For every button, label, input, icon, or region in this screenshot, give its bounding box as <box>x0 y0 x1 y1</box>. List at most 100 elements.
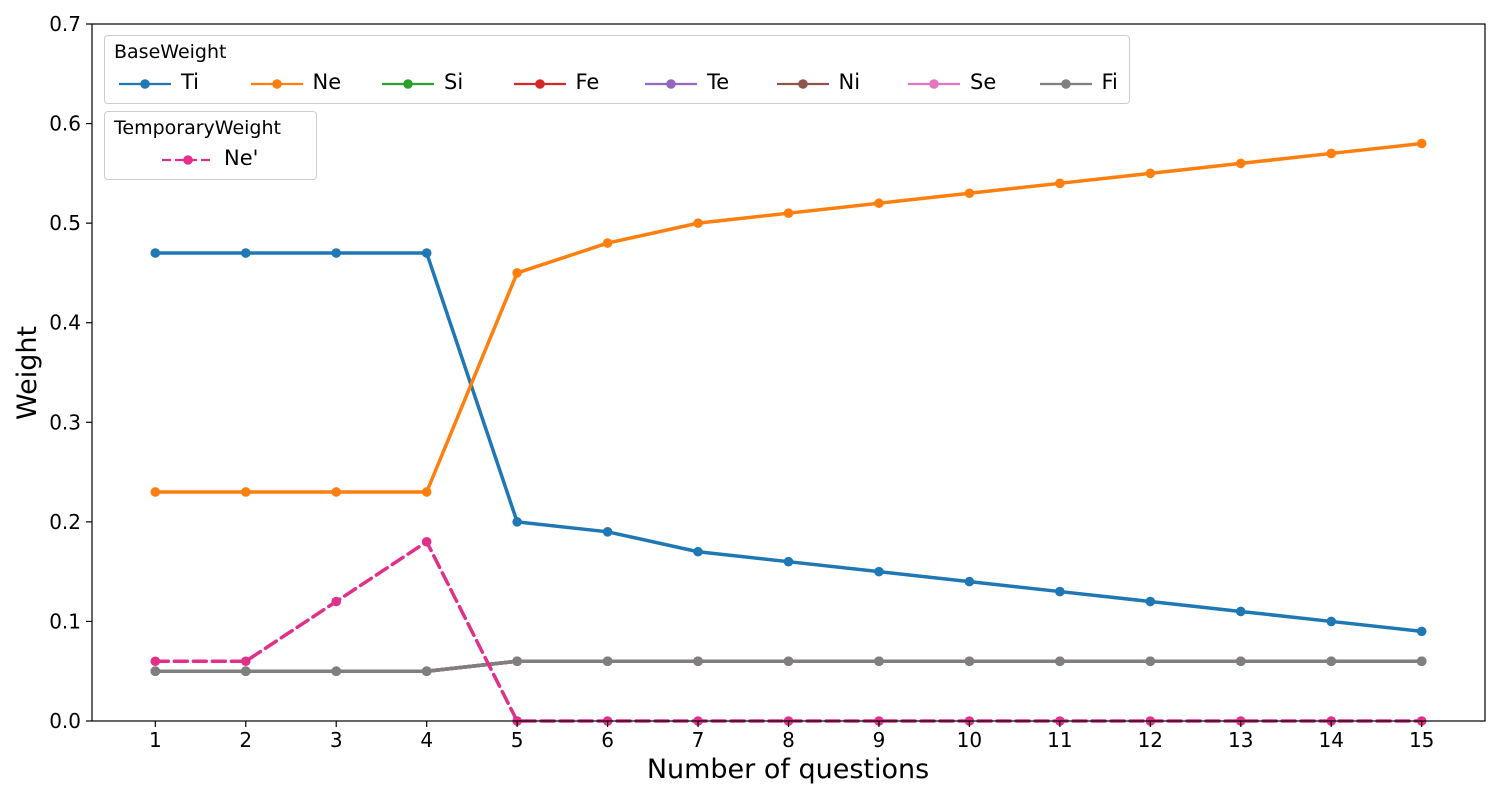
series-ti <box>150 248 1427 637</box>
legend-label-fi: Fi <box>1101 70 1118 94</box>
legend-swatch-ni <box>776 79 829 89</box>
x-tick-label: 14 <box>1319 728 1344 752</box>
x-tick-label: 8 <box>782 728 795 752</box>
series-ne <box>150 138 1427 497</box>
y-tick-label: 0.7 <box>49 12 81 36</box>
x-axis-ticks: 1 2 3 4 5 6 7 8 9 10 11 12 13 14 15 <box>149 721 1434 752</box>
x-tick-label: 2 <box>239 728 252 752</box>
y-tick-label: 0.6 <box>49 112 81 136</box>
data-point-fi <box>602 656 613 667</box>
y-tick-label: 0.2 <box>49 510 81 534</box>
x-tick-label: 1 <box>149 728 162 752</box>
data-point-ne <box>150 487 161 497</box>
legend-label-ni: Ni <box>838 70 861 94</box>
data-point-ne <box>1235 158 1246 169</box>
legend-swatch-te <box>645 79 697 89</box>
legend-swatch-ne <box>250 79 303 89</box>
legend-swatch-ti <box>119 79 171 89</box>
series-line-ne <box>153 141 1424 494</box>
data-point-ti <box>512 517 522 527</box>
x-tick-label: 5 <box>511 728 524 752</box>
x-tick-label: 11 <box>1047 728 1072 752</box>
legend-swatch-fe <box>513 79 566 89</box>
legend-label-si: Si <box>444 70 464 94</box>
legend-baseweight: BaseWeight Ti Ne Si Fe Te Ni Se Fi <box>104 35 1130 104</box>
y-tick-label: 0.3 <box>49 410 81 434</box>
data-point-ti <box>1055 586 1065 597</box>
x-tick-label: 15 <box>1409 728 1434 752</box>
legend-label-se: Se <box>970 70 997 94</box>
data-point-ne <box>1145 168 1156 179</box>
data-point-ne <box>964 188 975 199</box>
data-point-ne-prime <box>421 536 432 547</box>
legend-swatch-ne-prime <box>162 155 214 165</box>
data-point-fi <box>1326 656 1337 667</box>
data-point-ne <box>693 218 703 228</box>
legend-swatch-se <box>908 79 960 89</box>
x-tick-label: 10 <box>957 728 982 752</box>
data-point-ne <box>512 268 522 278</box>
data-point-fi <box>331 666 342 677</box>
series-line-ne-prime <box>153 540 1424 723</box>
y-tick-label: 0.1 <box>49 609 81 633</box>
data-point-ne <box>1416 138 1427 149</box>
data-point-ti <box>602 527 613 537</box>
data-point-ne <box>1055 178 1065 189</box>
data-point-fi <box>964 656 975 667</box>
data-point-ne-prime <box>150 656 161 667</box>
data-point-ne <box>602 238 613 248</box>
data-point-ti <box>1145 596 1156 607</box>
data-point-ne <box>783 208 794 218</box>
x-tick-label: 13 <box>1228 728 1253 752</box>
y-tick-label: 0.4 <box>49 311 81 335</box>
data-point-fi <box>874 656 884 667</box>
data-point-ne <box>1326 148 1337 159</box>
data-point-fi <box>783 656 794 667</box>
data-point-ti <box>150 248 161 258</box>
data-point-fi <box>1416 656 1427 667</box>
data-point-ne <box>240 487 251 497</box>
legend-baseweight-title: BaseWeight <box>114 41 227 63</box>
legend-label-ne-prime: Ne' <box>224 146 259 170</box>
x-tick-label: 9 <box>873 728 886 752</box>
data-point-ti <box>783 556 794 567</box>
legend-temporaryweight-title: TemporaryWeight <box>114 117 281 139</box>
x-tick-label: 6 <box>601 728 614 752</box>
data-point-ti <box>240 248 251 258</box>
legend-swatch-fi <box>1039 79 1092 89</box>
x-tick-label: 12 <box>1138 728 1163 752</box>
series-fi <box>150 656 1427 677</box>
data-point-ne <box>874 198 884 209</box>
y-axis-label: Weight <box>12 326 43 420</box>
data-point-ti <box>693 546 703 557</box>
series-line-ti <box>153 251 1424 634</box>
data-point-fi <box>240 666 251 677</box>
data-point-fi <box>1235 656 1246 667</box>
legend-swatch-si <box>382 79 434 89</box>
data-point-fi <box>512 656 522 667</box>
x-tick-label: 7 <box>692 728 705 752</box>
data-point-ti <box>964 576 975 587</box>
y-axis-ticks: 0.0 0.1 0.2 0.3 0.4 0.5 0.6 0.7 <box>49 12 92 733</box>
data-point-fi <box>421 666 432 677</box>
legend-label-ti: Ti <box>181 70 200 94</box>
legend-label-ne: Ne <box>312 70 342 94</box>
data-point-ne-prime <box>240 656 251 667</box>
data-point-ne-prime <box>331 596 342 607</box>
data-point-ti <box>874 566 884 577</box>
data-point-fi <box>1145 656 1156 667</box>
data-point-ne <box>421 487 432 497</box>
legend-temporaryweight: TemporaryWeight Ne' <box>104 111 317 180</box>
data-point-fi <box>693 656 703 667</box>
data-point-fi <box>150 666 161 677</box>
y-tick-label: 0.0 <box>49 709 81 733</box>
data-point-ti <box>1416 626 1427 637</box>
x-axis-label: Number of questions <box>647 754 929 785</box>
data-point-ti <box>1326 616 1337 627</box>
data-point-ti <box>421 248 432 258</box>
legend-label-te: Te <box>707 70 730 94</box>
data-point-ti <box>331 248 342 258</box>
legend-label-fe: Fe <box>575 70 600 94</box>
series-layer <box>150 138 1427 726</box>
data-point-ne <box>331 487 342 497</box>
